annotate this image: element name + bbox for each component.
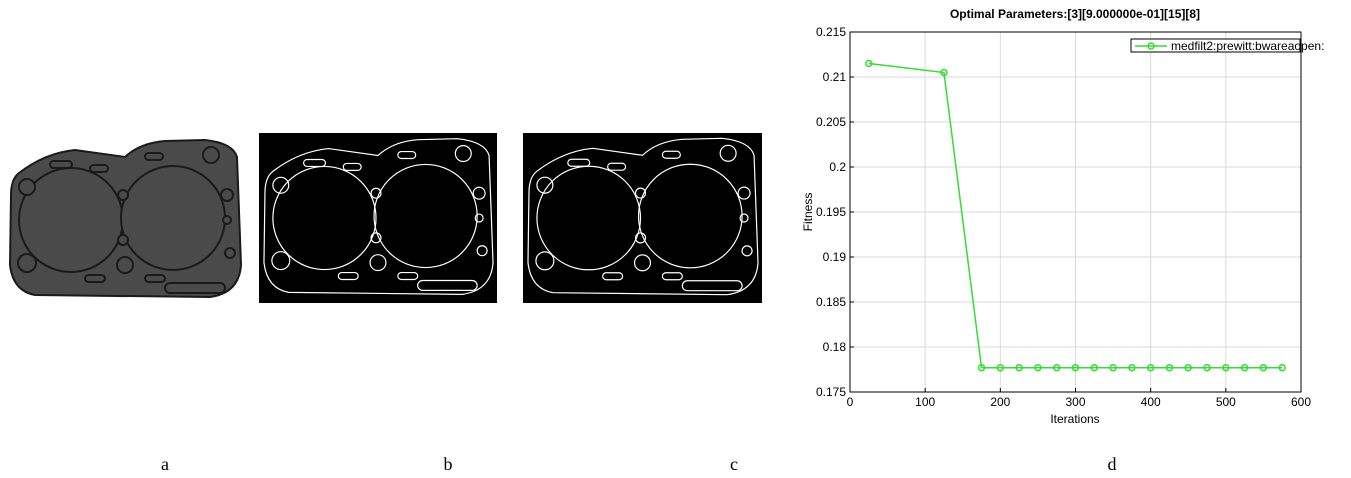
data-point bbox=[1128, 363, 1136, 372]
y-tick-label: 0.195 bbox=[816, 205, 846, 219]
axes-box bbox=[849, 31, 1302, 393]
x-tick-label: 600 bbox=[1291, 395, 1311, 409]
legend-box bbox=[1130, 38, 1301, 53]
y-tick-label: 0.18 bbox=[823, 340, 847, 354]
data-point bbox=[977, 363, 986, 372]
data-point bbox=[996, 363, 1005, 372]
chart-title: Optimal Parameters:[3][9.000000e-01][15]… bbox=[950, 7, 1200, 21]
y-tick-label: 0.185 bbox=[816, 295, 846, 309]
data-point bbox=[1015, 363, 1023, 372]
x-axis-label: Iterations bbox=[1050, 412, 1099, 426]
x-tick-label: 500 bbox=[1216, 395, 1236, 409]
x-tick-label: 400 bbox=[1141, 395, 1161, 409]
data-point bbox=[940, 68, 948, 77]
legend-label: medfilt2:prewitt:bwareaopen: bbox=[1171, 39, 1324, 53]
panel-label: d bbox=[1108, 454, 1117, 474]
y-axis-label: Fitness bbox=[801, 193, 815, 232]
y-tick-label: 0.21 bbox=[823, 70, 847, 84]
data-line bbox=[868, 62, 1283, 369]
data-point bbox=[1034, 363, 1042, 372]
x-tick-label: 200 bbox=[990, 395, 1010, 409]
edge-image-background bbox=[259, 133, 497, 303]
y-tick-label: 0.19 bbox=[823, 250, 847, 264]
data-point bbox=[865, 59, 873, 68]
y-tick-label: 0.215 bbox=[816, 25, 846, 39]
chart: Optimal Parameters:[3][9.000000e-01][15]… bbox=[801, 7, 1324, 426]
y-tick-label: 0.2 bbox=[829, 160, 846, 174]
edge-image-background bbox=[523, 133, 762, 303]
data-point bbox=[1203, 363, 1211, 372]
data-point bbox=[1165, 363, 1174, 372]
data-point bbox=[1071, 363, 1080, 372]
data-point bbox=[1052, 363, 1061, 372]
y-tick-label: 0.175 bbox=[816, 385, 846, 399]
data-point bbox=[1278, 363, 1286, 372]
data-point bbox=[1090, 363, 1099, 372]
panel-label: b bbox=[444, 454, 453, 474]
gasket-photo bbox=[9, 139, 242, 298]
legend-marker bbox=[1147, 42, 1155, 50]
x-tick-label: 100 bbox=[915, 395, 935, 409]
data-point bbox=[1240, 363, 1249, 372]
y-tick-label: 0.205 bbox=[816, 115, 846, 129]
panel-label: a bbox=[161, 454, 169, 474]
data-point bbox=[1146, 363, 1155, 372]
x-tick-label: 0 bbox=[847, 395, 854, 409]
data-point bbox=[1259, 363, 1268, 372]
data-point bbox=[1222, 363, 1230, 372]
data-point bbox=[1109, 363, 1117, 372]
x-tick-label: 300 bbox=[1065, 395, 1085, 409]
data-point bbox=[1184, 363, 1192, 372]
panel-label: c bbox=[730, 454, 738, 474]
